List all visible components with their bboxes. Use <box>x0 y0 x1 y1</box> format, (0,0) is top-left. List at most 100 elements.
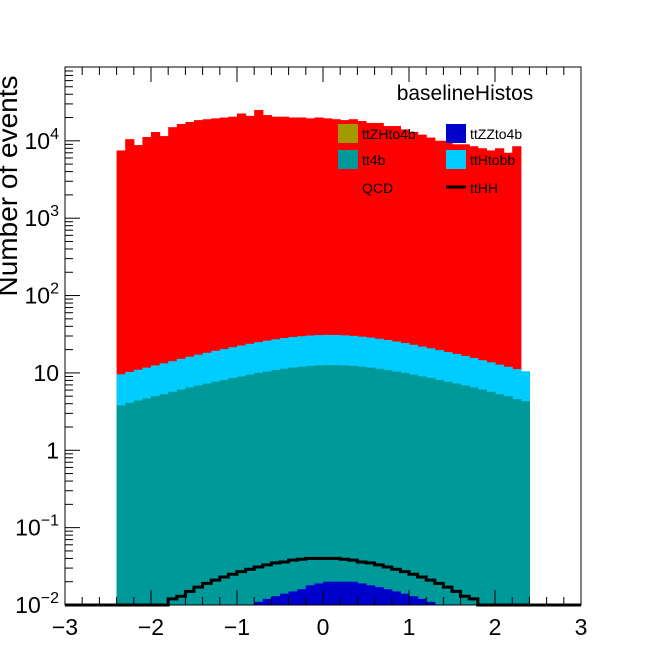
x-tick-label: 2 <box>489 614 502 640</box>
legend-label: ttHtobb <box>470 152 515 168</box>
bar-tt4b-0 <box>116 405 126 605</box>
bar-tt4b-4 <box>151 396 161 605</box>
legend-item-ttHH: ttHH <box>446 180 498 196</box>
bar-tt4b-20 <box>288 367 298 605</box>
bar-ttZZto4b-27 <box>348 581 358 605</box>
bar-tt4b-6 <box>168 391 178 605</box>
bar-tt4b-2 <box>133 400 143 605</box>
legend-item-ttZZto4b: ttZZto4b <box>446 124 522 143</box>
chart-title: baselineHistos <box>397 82 534 105</box>
bar-tt4b-34 <box>409 374 419 605</box>
bar-tt4b-15 <box>245 374 255 605</box>
bar-tt4b-22 <box>305 365 315 605</box>
y-tick-label: 10 <box>33 360 59 386</box>
bar-tt4b-16 <box>254 372 264 605</box>
bar-tt4b-13 <box>228 377 238 605</box>
legend-label: tt4b <box>362 152 386 168</box>
legend-item-tt4b: tt4b <box>338 150 386 169</box>
bar-tt4b-32 <box>391 371 401 605</box>
bar-ttZZto4b-22 <box>305 585 315 605</box>
legend: ttZHto4b ttZZto4b tt4b ttHtobb QCD ttHH <box>338 124 522 196</box>
x-tick-label: 3 <box>575 614 588 640</box>
bar-ttZZto4b-21 <box>297 589 307 605</box>
bar-tt4b-39 <box>452 383 462 605</box>
bar-tt4b-17 <box>262 371 272 605</box>
bar-tt4b-21 <box>297 366 307 605</box>
y-tick-label: 10−2 <box>15 590 59 618</box>
legend-label: ttZHto4b <box>362 126 416 142</box>
bar-tt4b-23 <box>314 365 324 605</box>
legend-swatch <box>338 150 358 169</box>
bar-tt4b-10 <box>202 383 212 605</box>
bar-ttZZto4b-17 <box>262 598 272 605</box>
legend-swatch <box>338 124 358 143</box>
bar-tt4b-27 <box>348 365 358 605</box>
bar-tt4b-24 <box>323 365 333 605</box>
bar-tt4b-46 <box>512 399 522 605</box>
y-axis-title: Number of events <box>0 76 23 297</box>
bar-ttZZto4b-33 <box>400 593 410 605</box>
y-tick-label: 1 <box>46 437 59 463</box>
tthh-line-layer <box>65 556 581 607</box>
bar-tt4b-37 <box>434 379 444 605</box>
y-axis: 10−2 10−1 1 10 102 103 104 <box>15 66 80 618</box>
y-tick-label: 10−1 <box>15 513 59 541</box>
bar-tt4b-45 <box>503 396 513 605</box>
bar-tt4b-3 <box>142 398 152 605</box>
y-tick-label: 102 <box>25 281 60 309</box>
legend-swatch <box>446 124 466 143</box>
bar-tt4b-35 <box>417 376 427 605</box>
bar-tt4b-44 <box>495 394 505 605</box>
bar-tt4b-30 <box>374 368 384 605</box>
series-tt4b <box>116 365 530 605</box>
x-tick-label: 1 <box>403 614 416 640</box>
bar-ttZZto4b-34 <box>409 596 419 605</box>
bar-tt4b-43 <box>486 391 496 605</box>
series-ttZZto4b <box>254 581 436 605</box>
bar-tt4b-18 <box>271 369 281 605</box>
bar-ttZZto4b-25 <box>331 581 341 605</box>
legend-label: QCD <box>362 180 393 196</box>
bar-tt4b-14 <box>237 376 247 605</box>
bar-ttZZto4b-19 <box>280 593 290 605</box>
legend-label: ttZZto4b <box>470 126 522 142</box>
stacked-bars <box>116 110 530 606</box>
bar-ttZZto4b-30 <box>374 587 384 605</box>
tthh-line <box>65 556 581 607</box>
bar-tt4b-12 <box>219 379 229 605</box>
x-tick-label: 0 <box>317 614 330 640</box>
bar-ttZZto4b-16 <box>254 601 264 605</box>
bar-tt4b-9 <box>194 385 204 605</box>
bar-tt4b-29 <box>366 367 376 605</box>
legend-swatch <box>446 150 466 169</box>
bar-ttZZto4b-20 <box>288 591 298 605</box>
x-tick-label: −3 <box>52 614 78 640</box>
bar-tt4b-25 <box>331 365 341 605</box>
bar-ttZZto4b-36 <box>426 601 436 605</box>
bar-ttZZto4b-26 <box>340 581 350 605</box>
bar-ttZZto4b-31 <box>383 589 393 605</box>
bar-tt4b-19 <box>280 368 290 605</box>
bar-ttZZto4b-32 <box>391 591 401 605</box>
bar-tt4b-11 <box>211 381 221 605</box>
bar-tt4b-26 <box>340 365 350 605</box>
bar-tt4b-31 <box>383 369 393 605</box>
bar-tt4b-28 <box>357 366 367 605</box>
x-tick-label: −2 <box>138 614 164 640</box>
bar-tt4b-33 <box>400 372 410 605</box>
bar-tt4b-38 <box>443 381 453 605</box>
bar-tt4b-7 <box>176 389 186 605</box>
bar-tt4b-8 <box>185 387 195 605</box>
bar-tt4b-5 <box>159 394 169 605</box>
legend-label: ttHH <box>470 180 498 196</box>
legend-item-QCD: QCD <box>362 180 393 196</box>
bar-ttZZto4b-18 <box>271 596 281 605</box>
legend-item-ttHtobb: ttHtobb <box>446 150 515 169</box>
bar-tt4b-41 <box>469 387 479 605</box>
bar-ttZZto4b-29 <box>366 585 376 605</box>
bar-tt4b-40 <box>460 385 470 605</box>
bar-ttZZto4b-28 <box>357 583 367 605</box>
bar-tt4b-42 <box>477 389 487 605</box>
x-tick-label: −1 <box>224 614 250 640</box>
